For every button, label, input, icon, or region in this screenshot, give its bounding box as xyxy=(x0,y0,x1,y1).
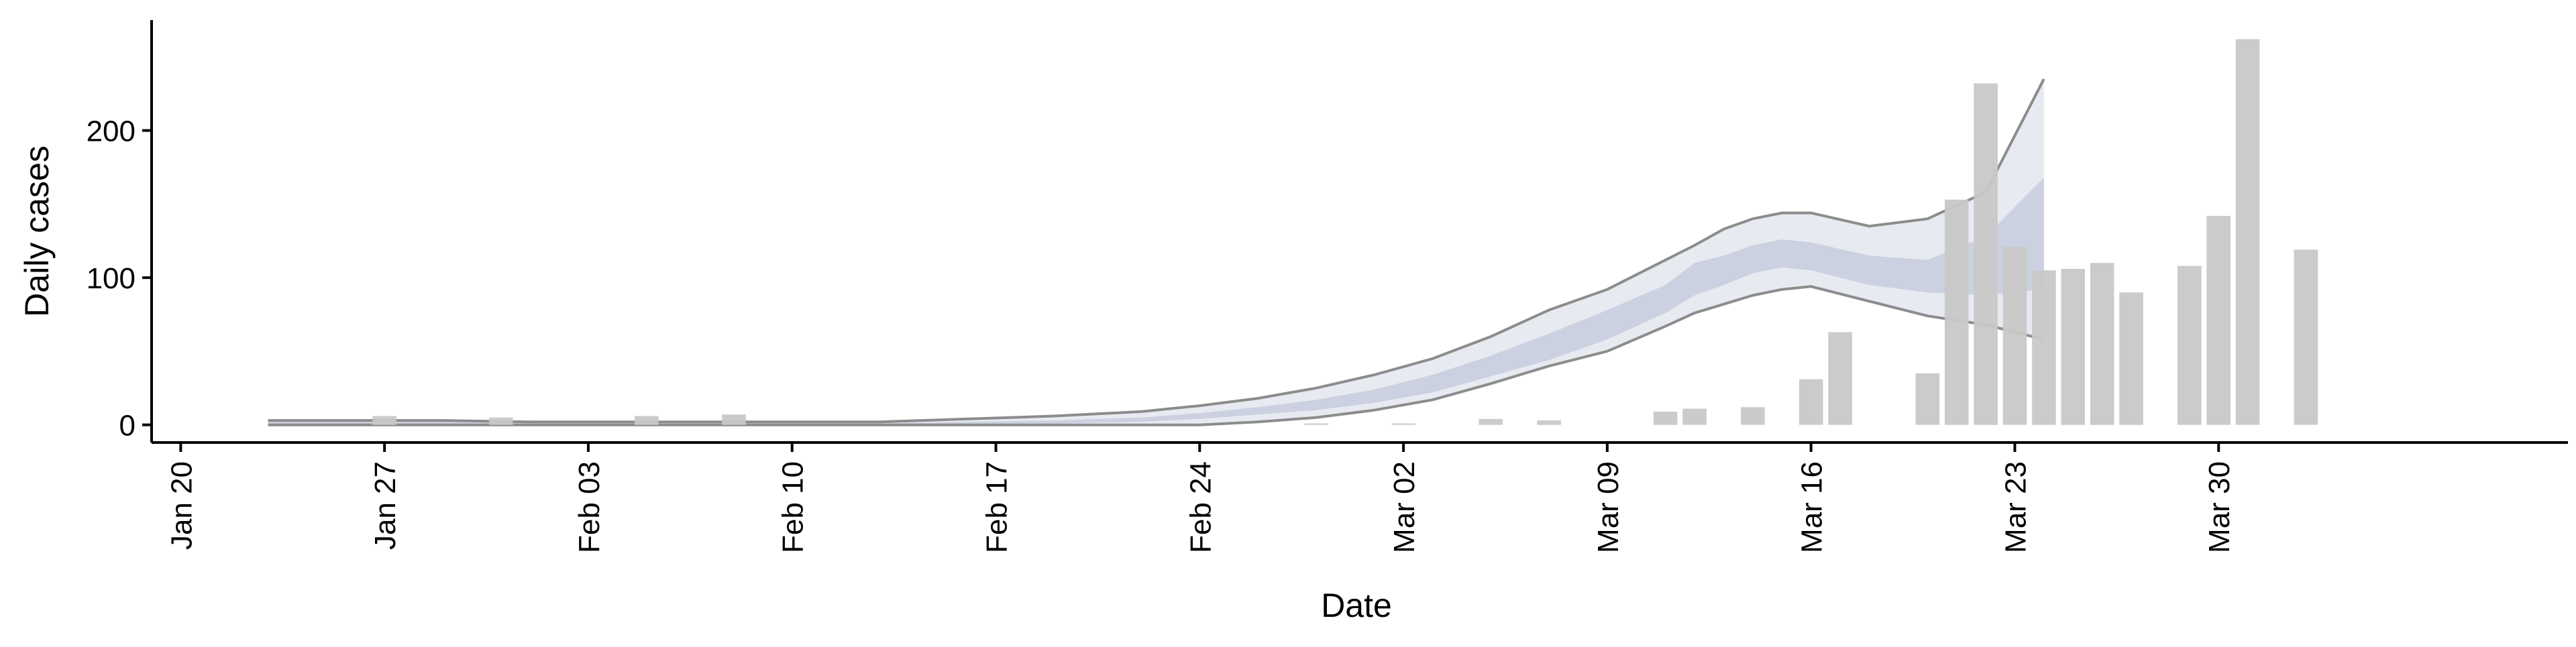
bar xyxy=(1974,83,1998,425)
bar xyxy=(1537,420,1561,425)
x-tick-label: Mar 02 xyxy=(1388,461,1421,553)
bar xyxy=(2294,249,2318,425)
bar xyxy=(1391,423,1415,425)
bar xyxy=(2206,216,2231,425)
bar xyxy=(2178,266,2202,425)
bar xyxy=(1304,423,1328,425)
y-axis-label: Daily cases xyxy=(18,145,56,317)
bar xyxy=(2061,269,2085,425)
bar xyxy=(2002,247,2027,425)
bar xyxy=(2032,270,2056,425)
upper-bound-line xyxy=(268,78,2045,424)
bar xyxy=(1741,407,1765,425)
bar xyxy=(1915,373,1940,425)
x-tick-label: Feb 17 xyxy=(981,461,1014,553)
y-tick-label: 200 xyxy=(87,115,136,148)
x-axis-label: Date xyxy=(1321,587,1392,624)
bar xyxy=(635,416,659,425)
x-tick-label: Mar 09 xyxy=(1592,461,1625,553)
bar xyxy=(722,414,746,425)
bar xyxy=(2119,292,2143,425)
x-tick-label: Mar 23 xyxy=(1999,461,2032,553)
axes-layer: 0 100 200 Jan 20 Jan 27 Feb 03 Feb 10 Feb 17 Feb… xyxy=(87,20,2568,553)
bar xyxy=(2090,263,2114,425)
bar xyxy=(2235,39,2260,425)
y-tick-label: 0 xyxy=(119,410,136,443)
x-tick-label: Mar 30 xyxy=(2203,461,2236,553)
bar xyxy=(1828,332,1852,425)
y-tick-label: 100 xyxy=(87,262,136,295)
bar xyxy=(1944,199,1969,425)
x-tick-label: Jan 27 xyxy=(369,461,402,550)
bar xyxy=(1799,379,1823,425)
forecast-band-layer xyxy=(268,78,2044,425)
x-tick-label: Mar 16 xyxy=(1796,461,1829,553)
bar xyxy=(372,416,396,425)
bound-lines-layer xyxy=(268,78,2045,426)
bar xyxy=(1653,411,1678,425)
bar xyxy=(1479,418,1503,425)
x-tick-label: Feb 03 xyxy=(573,461,606,553)
bar xyxy=(489,417,513,425)
bar xyxy=(1682,408,1707,425)
lower-bound-line xyxy=(268,285,2045,426)
bars-layer xyxy=(372,39,2318,425)
x-tick-label: Feb 10 xyxy=(777,461,810,553)
x-tick-label: Feb 24 xyxy=(1184,461,1217,553)
x-tick-label: Jan 20 xyxy=(165,461,198,550)
